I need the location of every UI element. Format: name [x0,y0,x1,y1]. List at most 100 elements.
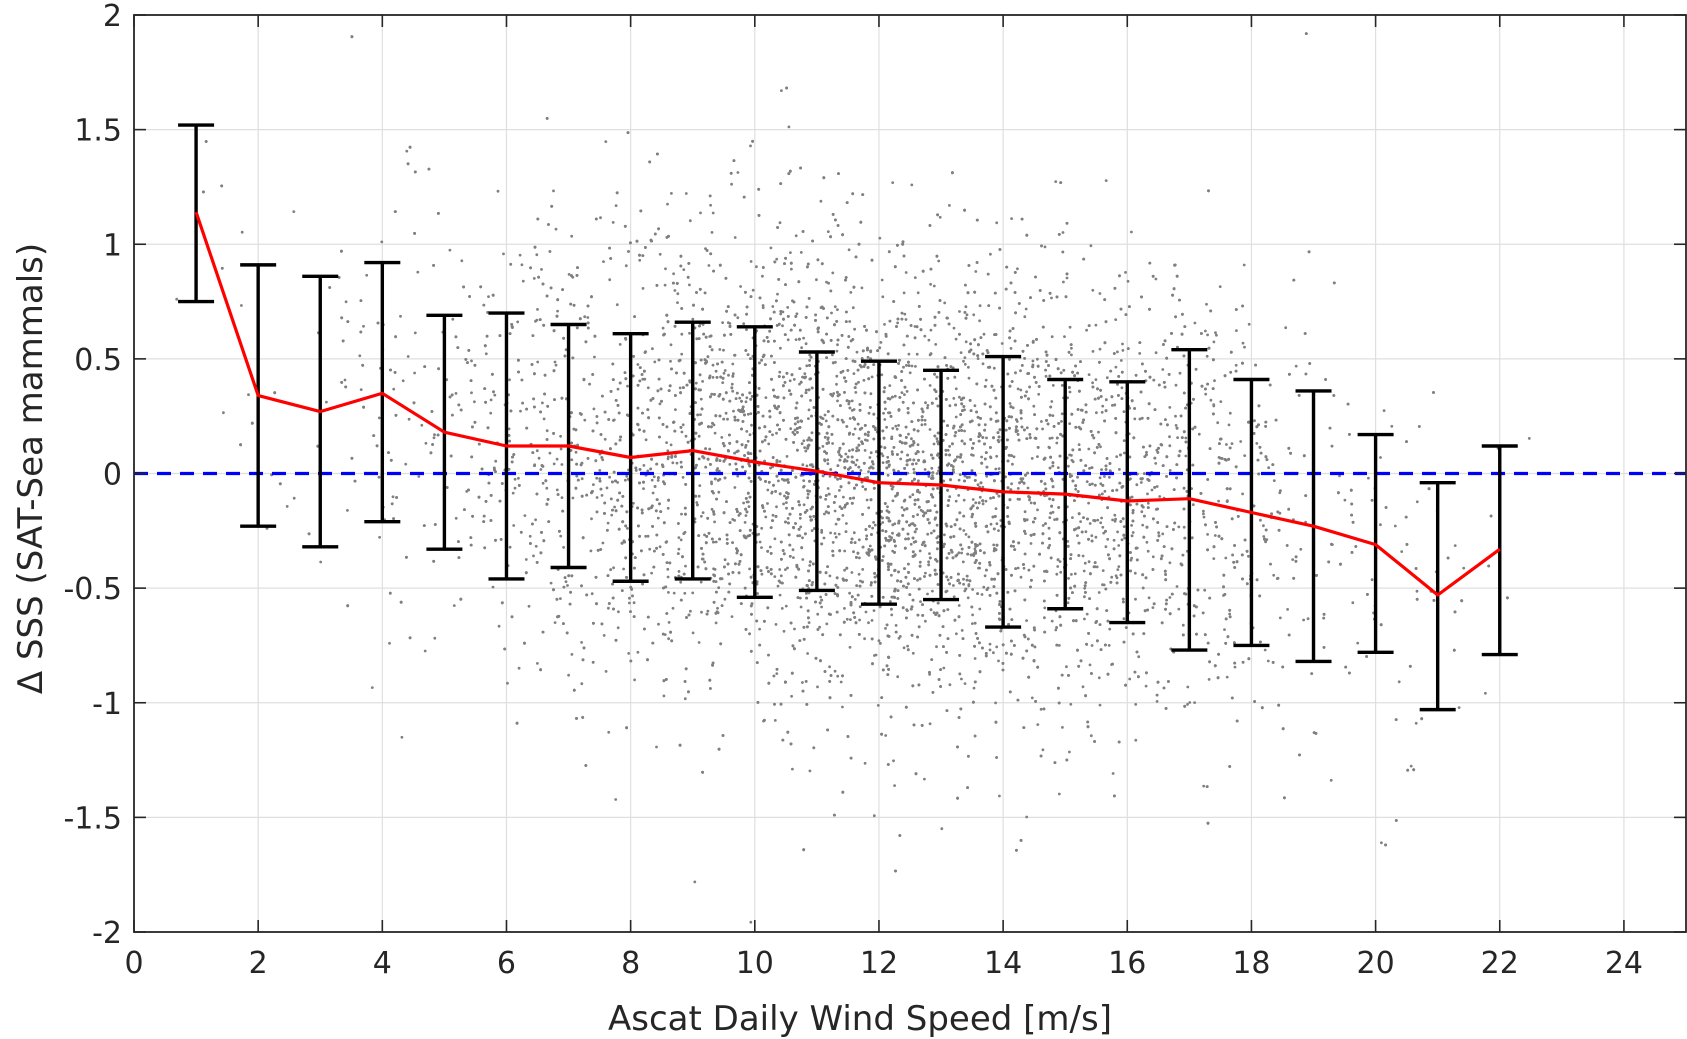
scatter-point [378,535,381,539]
scatter-point [789,427,793,430]
scatter-point [880,278,884,282]
scatter-point [910,183,914,187]
scatter-point [1145,450,1148,454]
scatter-point [1122,410,1126,413]
scatter-point [952,584,955,587]
scatter-point [628,601,631,605]
scatter-point [721,321,724,324]
scatter-point [325,400,328,404]
scatter-point [958,395,961,399]
scatter-point [680,430,684,434]
scatter-point [725,537,729,541]
scatter-point [534,544,538,548]
scatter-point [869,451,873,455]
scatter-point [736,474,740,478]
scatter-point [854,391,858,394]
scatter-point [1168,435,1171,439]
scatter-point [1023,510,1027,514]
scatter-point [703,533,706,537]
scatter-point [1036,455,1039,458]
scatter-point [1122,525,1126,528]
scatter-point [783,494,786,498]
scatter-point [1058,560,1062,563]
scatter-point [541,481,545,485]
scatter-point [746,439,750,443]
scatter-point [974,549,977,553]
scatter-point [994,467,998,471]
scatter-point [1093,483,1097,487]
scatter-point [470,359,473,363]
scatter-point [689,609,692,613]
scatter-point [924,571,927,575]
scatter-point [916,578,919,582]
scatter-point [781,310,785,314]
scatter-point [935,397,938,401]
scatter-point [973,547,977,551]
scatter-point [1016,497,1020,501]
scatter-point [736,171,740,174]
scatter-point [905,390,909,393]
scatter-point [1212,340,1216,344]
scatter-point [699,397,703,401]
scatter-point [859,579,862,583]
scatter-point [1023,315,1027,319]
scatter-point [983,574,987,578]
scatter-point [669,343,673,347]
scatter-point [778,411,782,414]
scatter-point [864,610,868,614]
scatter-point [884,627,887,630]
scatter-point [507,427,511,431]
scatter-point [559,434,562,438]
scatter-point [748,567,751,571]
scatter-point [833,509,837,513]
scatter-point [795,312,799,316]
scatter-point [764,515,768,519]
scatter-point [1176,436,1179,439]
scatter-point [978,304,982,308]
scatter-point [1065,665,1068,669]
scatter-point [855,350,859,354]
scatter-point [1048,437,1052,440]
scatter-point [642,464,646,467]
scatter-point [1184,454,1188,458]
scatter-point [928,722,932,726]
scatter-point [678,386,682,390]
scatter-point [984,378,988,382]
scatter-point [600,494,604,497]
scatter-point [1094,535,1098,539]
scatter-point [888,535,891,538]
scatter-point [592,483,595,486]
scatter-point [520,263,524,267]
scatter-point [761,274,764,278]
scatter-point [555,457,559,461]
scatter-point [1044,374,1048,378]
scatter-point [826,462,830,466]
scatter-point [745,500,749,504]
scatter-point [1174,414,1177,418]
scatter-point [791,548,795,552]
scatter-point [833,669,837,673]
scatter-point [928,673,931,676]
scatter-point [1161,368,1165,371]
scatter-point [1099,521,1103,525]
scatter-point [963,682,967,685]
scatter-point [825,622,829,626]
scatter-point [285,505,289,508]
scatter-point [828,574,832,578]
scatter-point [981,502,985,506]
scatter-point [1177,525,1181,529]
scatter-point [963,429,966,433]
scatter-point [1068,750,1071,754]
scatter-point [957,494,961,497]
scatter-point [750,423,753,427]
scatter-point [535,449,539,453]
scatter-point [848,591,851,595]
scatter-point [611,221,615,224]
scatter-point [1239,440,1243,443]
scatter-point [777,479,780,483]
scatter-point [771,433,774,437]
scatter-point [845,459,849,463]
scatter-points [175,32,1531,924]
scatter-point [946,448,950,452]
scatter-point [843,607,846,610]
